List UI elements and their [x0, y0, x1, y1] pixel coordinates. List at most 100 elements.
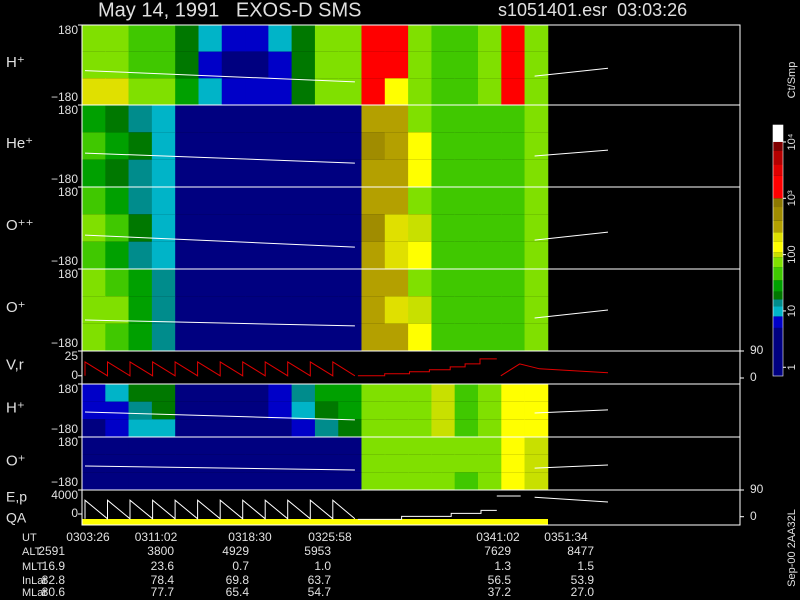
heatmap-cell: [338, 78, 362, 105]
table-cell: 78.4: [151, 573, 175, 587]
heatmap-cell: [408, 78, 432, 105]
heatmap-cell: [431, 51, 456, 79]
y-tick-label: −180: [51, 475, 78, 489]
data-line: [534, 67, 609, 77]
heatmap-cell: [408, 51, 432, 79]
heatmap-cell: [82, 132, 106, 160]
heatmap-cell: [151, 384, 176, 402]
heatmap-cell: [245, 187, 269, 215]
heatmap-cell: [82, 159, 106, 187]
heatmap-cell: [361, 419, 386, 437]
heatmap-cell: [105, 132, 129, 160]
heatmap-cell: [82, 25, 106, 52]
table-cell: 65.4: [226, 585, 250, 599]
heatmap-cell: [431, 132, 456, 160]
heatmap-cell: [431, 241, 456, 269]
qa-bar: [82, 519, 548, 525]
data-line: [357, 509, 497, 520]
heatmap-cell: [128, 269, 153, 297]
table-cell: 53.9: [571, 573, 595, 587]
heatmap-cell: [408, 419, 432, 437]
heatmap-cell: [245, 437, 269, 455]
y-tick-label: −180: [51, 336, 78, 350]
heatmap-cell: [198, 384, 223, 402]
data-line: [84, 499, 356, 520]
heatmap-cell: [361, 401, 386, 420]
heatmap-cell: [198, 241, 223, 269]
heatmap-cell: [291, 25, 316, 52]
heatmap-cell: [361, 25, 386, 52]
table-cell: 82.8: [42, 573, 66, 587]
heatmap-cell: [477, 241, 502, 269]
heatmap-cell: [361, 51, 386, 79]
heatmap-cell: [291, 159, 316, 187]
heatmap-cell: [291, 241, 316, 269]
heatmap-cell: [291, 132, 316, 160]
table-row-label: UT: [22, 532, 37, 544]
heatmap-cell: [314, 323, 339, 351]
heatmap-cell: [524, 454, 549, 473]
heatmap-cell: [408, 437, 432, 455]
y-tick-label: 0: [71, 506, 78, 520]
heatmap-cell: [524, 296, 549, 324]
heatmap-cell: [431, 401, 456, 420]
heatmap-cell: [361, 269, 386, 297]
heatmap-cell: [245, 132, 269, 160]
heatmap-cell: [175, 384, 199, 402]
heatmap-cell: [82, 214, 106, 242]
heatmap-cell: [128, 419, 153, 437]
heatmap-cell: [361, 159, 386, 187]
heatmap-cell: [221, 214, 246, 242]
heatmap-cell: [501, 25, 525, 52]
heatmap-cell: [454, 296, 479, 324]
heatmap-cell: [245, 323, 269, 351]
table-cell: 8477: [567, 544, 594, 558]
heatmap-cell: [221, 269, 246, 297]
heatmap-cell: [501, 214, 525, 242]
heatmap-cell: [361, 78, 386, 105]
colorbar-tick-label: 10⁴: [786, 133, 798, 150]
heatmap-cell: [268, 159, 293, 187]
table-cell: 5953: [304, 544, 331, 558]
heatmap-cell: [105, 159, 129, 187]
heatmap-cell: [221, 419, 246, 437]
heatmap-cell: [128, 472, 153, 490]
heatmap-cell: [268, 454, 293, 473]
heatmap-cell: [105, 454, 129, 473]
table-cell: 0351:34: [544, 530, 588, 544]
heatmap-cell: [291, 401, 316, 420]
heatmap-cell: [524, 401, 549, 420]
panel-label: V,r: [6, 356, 24, 373]
y-tick-label: −180: [51, 90, 78, 104]
heatmap-cell: [175, 472, 199, 490]
heatmap-cell: [501, 296, 525, 324]
heatmap-cell: [361, 472, 386, 490]
heatmap-cell: [175, 419, 199, 437]
heatmap-cell: [524, 187, 549, 215]
heatmap-cell: [245, 269, 269, 297]
colorbar-band: [773, 232, 783, 242]
heatmap-cell: [291, 214, 316, 242]
heatmap-cell: [431, 472, 456, 490]
heatmap-cell: [477, 384, 502, 402]
heatmap-cell: [151, 296, 176, 324]
heatmap-cell: [431, 214, 456, 242]
colorbar-label: Ct/Smp: [786, 62, 798, 99]
colorbar-band: [773, 252, 783, 258]
heatmap-cell: [338, 454, 362, 473]
heatmap-cell: [431, 296, 456, 324]
y-tick-label: 180: [58, 23, 78, 37]
heatmap-cell: [105, 323, 129, 351]
table-cell: 0311:02: [135, 530, 178, 544]
heatmap-cell: [431, 323, 456, 351]
heatmap-cell: [128, 78, 153, 105]
heatmap-cell: [221, 132, 246, 160]
heatmap-cell: [431, 419, 456, 437]
heatmap-cell: [198, 51, 223, 79]
heatmap-cell: [384, 51, 409, 79]
heatmap-cell: [151, 454, 176, 473]
heatmap-cell: [361, 187, 386, 215]
heatmap-cell: [454, 323, 479, 351]
heatmap-cell: [105, 296, 129, 324]
heatmap-cell: [384, 296, 409, 324]
